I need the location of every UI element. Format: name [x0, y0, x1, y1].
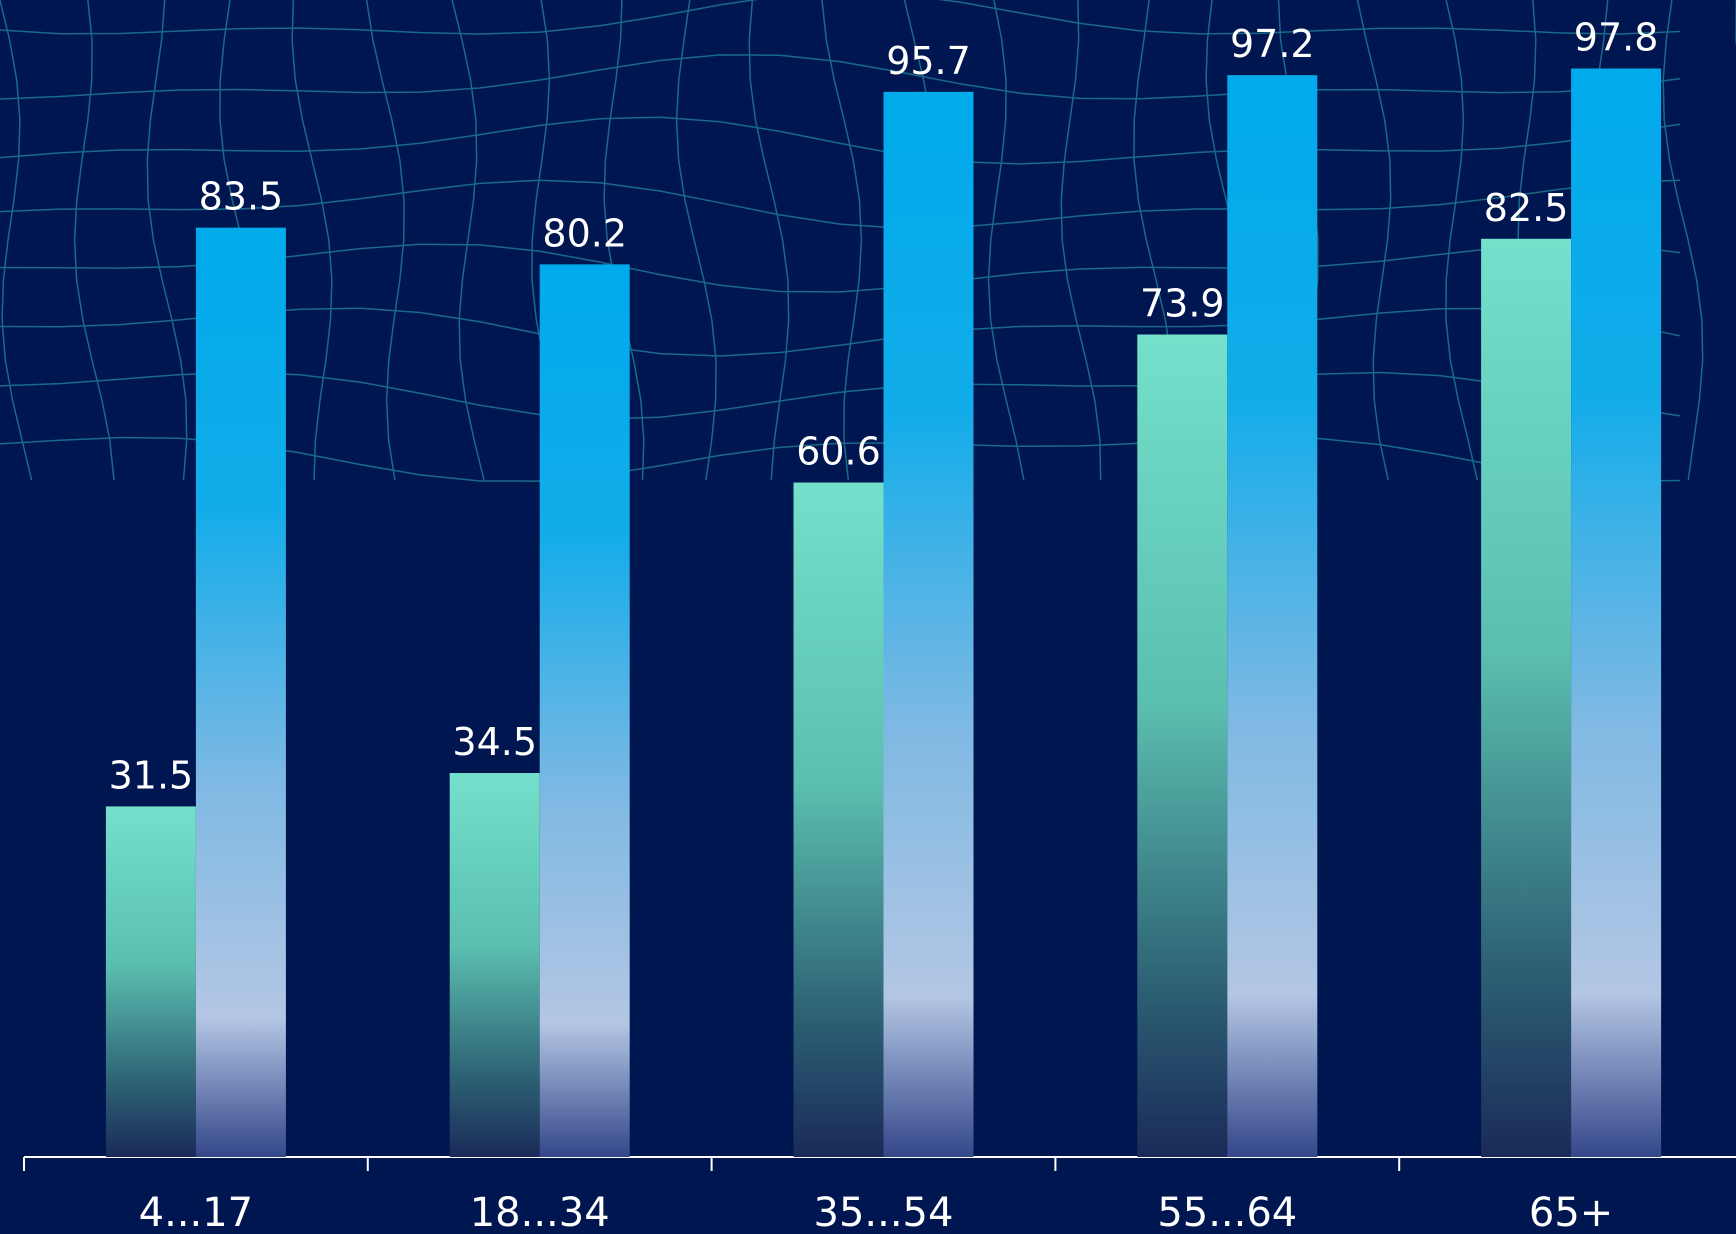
bar [449, 773, 540, 1157]
value-label: 73.9 [1140, 281, 1225, 325]
mesh-line [1662, 0, 1704, 481]
value-label: 82.5 [1484, 186, 1569, 230]
mesh-line [0, 179, 1681, 229]
mesh-line [987, 0, 1025, 481]
mesh-line [603, 0, 645, 481]
mesh-line [675, 0, 717, 481]
value-label: 80.2 [542, 211, 627, 255]
bar [793, 482, 884, 1158]
bar [883, 91, 974, 1157]
plot-area: 4...17 31.5 83.5 18...34 34.5 80.2 35...54 60.6… [23, 15, 1736, 1234]
mesh-line [365, 0, 405, 481]
value-label: 97.2 [1230, 22, 1315, 66]
mesh-line [0, 116, 1681, 165]
value-label: 34.5 [452, 720, 537, 764]
mesh-line [748, 0, 790, 481]
value-label: 60.6 [796, 430, 881, 474]
value-label: 83.5 [199, 175, 284, 219]
bar [539, 264, 630, 1157]
mesh-line [1356, 0, 1392, 481]
x-tick-label: 4...17 [139, 1190, 254, 1234]
value-label: 95.7 [886, 39, 971, 83]
mesh-line [1445, 0, 1479, 481]
value-label: 31.5 [109, 753, 194, 797]
mesh-line [291, 0, 333, 481]
bar [105, 806, 196, 1157]
bar [195, 227, 286, 1157]
x-tick-label: 35...54 [814, 1190, 954, 1234]
bar [1571, 68, 1662, 1158]
bar [1481, 238, 1572, 1157]
x-tick-label: 65+ [1529, 1190, 1613, 1234]
x-tick-label: 18...34 [470, 1190, 610, 1234]
value-label: 97.8 [1574, 15, 1659, 59]
bar [1137, 334, 1228, 1157]
mesh-line [821, 0, 863, 481]
mesh-line [451, 0, 485, 481]
mesh-line [0, 0, 1681, 35]
background-mesh [0, 0, 1736, 483]
mesh-line [73, 0, 115, 481]
mesh-line [0, 0, 33, 481]
x-tick-label: 55...64 [1157, 1190, 1297, 1234]
bar [1227, 75, 1318, 1157]
mesh-line [146, 0, 188, 481]
mesh-line [0, 54, 1681, 100]
mesh-line [1060, 0, 1102, 481]
